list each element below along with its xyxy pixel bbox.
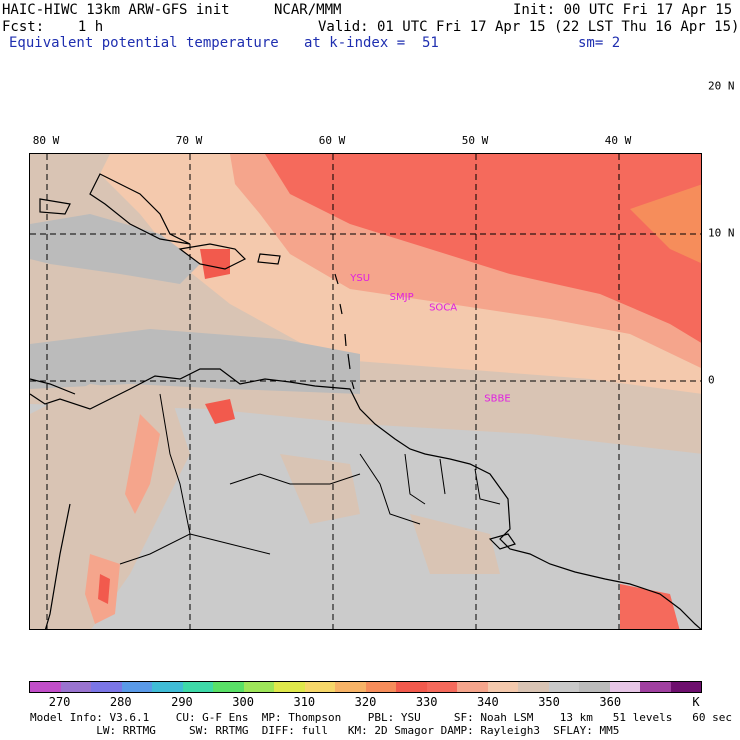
guiana-warm-region [280, 454, 360, 524]
colorbar-label: 340 [477, 695, 499, 709]
colorbar-swatch [640, 682, 671, 692]
colorbar-label: 290 [171, 695, 193, 709]
longitude-label: 70 W [175, 134, 203, 147]
colorbar-swatch [365, 682, 396, 692]
field-name: Equivalent potential temperature [9, 35, 279, 51]
colorbar-swatch [457, 682, 488, 692]
init-time: Init: 00 UTC Fri 17 Apr 15 [513, 2, 733, 18]
brazil-coast-warm-patch [620, 584, 680, 629]
island-chain [334, 273, 355, 390]
longitude-label: 60 W [318, 134, 346, 147]
footer-model-info: Model Info: V3.6.1 CU: G-F Ens MP: Thomp… [30, 711, 732, 724]
colorbar-label: 350 [538, 695, 560, 709]
colorbar-label: 270 [48, 695, 71, 709]
colorbar-swatch [670, 682, 701, 692]
map-svg: YSU SMJP SOCA SBBE [30, 154, 701, 629]
colorbar [29, 681, 702, 693]
colorbar-swatch [213, 682, 244, 692]
latitude-label: 20 N [708, 79, 735, 93]
model-title: HAIC-HIWC 13km ARW-GFS init [2, 2, 230, 18]
colorbar-swatch [243, 682, 274, 692]
valid-time: Valid: 01 UTC Fri 17 Apr 15 (22 LST Thu … [318, 19, 740, 35]
station-markers: YSU SMJP SOCA SBBE [349, 273, 510, 405]
colorbar-swatch [30, 682, 61, 692]
colorbar-label: 360 [599, 695, 622, 709]
footer-physics-info: LW: RRTMG SW: RRTMG DIFF: full KM: 2D Sm… [30, 724, 620, 737]
theta-e-map: YSU SMJP SOCA SBBE [29, 153, 702, 630]
gray-band [30, 214, 200, 284]
colorbar-swatch [548, 682, 579, 692]
colorbar-swatch [152, 682, 183, 692]
gray-band-2 [30, 329, 360, 394]
colorbar-swatch [396, 682, 427, 692]
theta-e-335-zone [265, 154, 701, 343]
colorbar-label: 280 [109, 695, 132, 709]
station-label: SOCA [429, 302, 457, 313]
colorbar-swatch [91, 682, 122, 692]
colorbar-label: K [692, 695, 700, 709]
venezuela-hot-patch [205, 399, 235, 424]
colorbar-label: 330 [415, 695, 438, 709]
longitude-label: 50 W [461, 134, 489, 147]
colorbar-swatch [579, 682, 610, 692]
colorbar-swatch [518, 682, 549, 692]
colorbar-swatch [426, 682, 457, 692]
colorbar-swatch [487, 682, 518, 692]
peru-hot-patch [98, 574, 110, 604]
latitude-label: 0 [708, 373, 715, 387]
colorbar-label: 310 [293, 695, 316, 709]
station-label: SMJP [390, 292, 414, 303]
colorbar-swatch [335, 682, 366, 692]
colorbar-swatch [274, 682, 305, 692]
center-label: NCAR/MMM [274, 2, 342, 18]
colorbar-swatch [609, 682, 640, 692]
colorbar-swatch [60, 682, 91, 692]
longitude-label: 40 W [604, 134, 632, 147]
station-label: YSU [349, 273, 370, 284]
colorbar-label: 300 [232, 695, 254, 709]
level-label: at k-index = 51 [304, 35, 439, 51]
hispaniola-hot-patch [200, 249, 230, 279]
colorbar-swatch [121, 682, 152, 692]
latitude-label: 10 N [708, 226, 735, 240]
station-label: SBBE [484, 394, 510, 405]
amazon-warm-region [410, 514, 500, 574]
colombia-warm-patch [125, 414, 160, 514]
forecast-hour: Fcst: 1 h [2, 19, 104, 35]
coastlines [30, 173, 701, 629]
lat-lon-gridlines [30, 154, 701, 629]
theta-e-325-patch [630, 184, 701, 264]
longitude-label: 80 W [32, 134, 60, 147]
colorbar-swatch [182, 682, 213, 692]
smoothing-label: sm= 2 [578, 35, 621, 51]
political-borders [119, 393, 501, 565]
colorbar-label: 320 [354, 695, 377, 709]
colorbar-swatch [304, 682, 335, 692]
